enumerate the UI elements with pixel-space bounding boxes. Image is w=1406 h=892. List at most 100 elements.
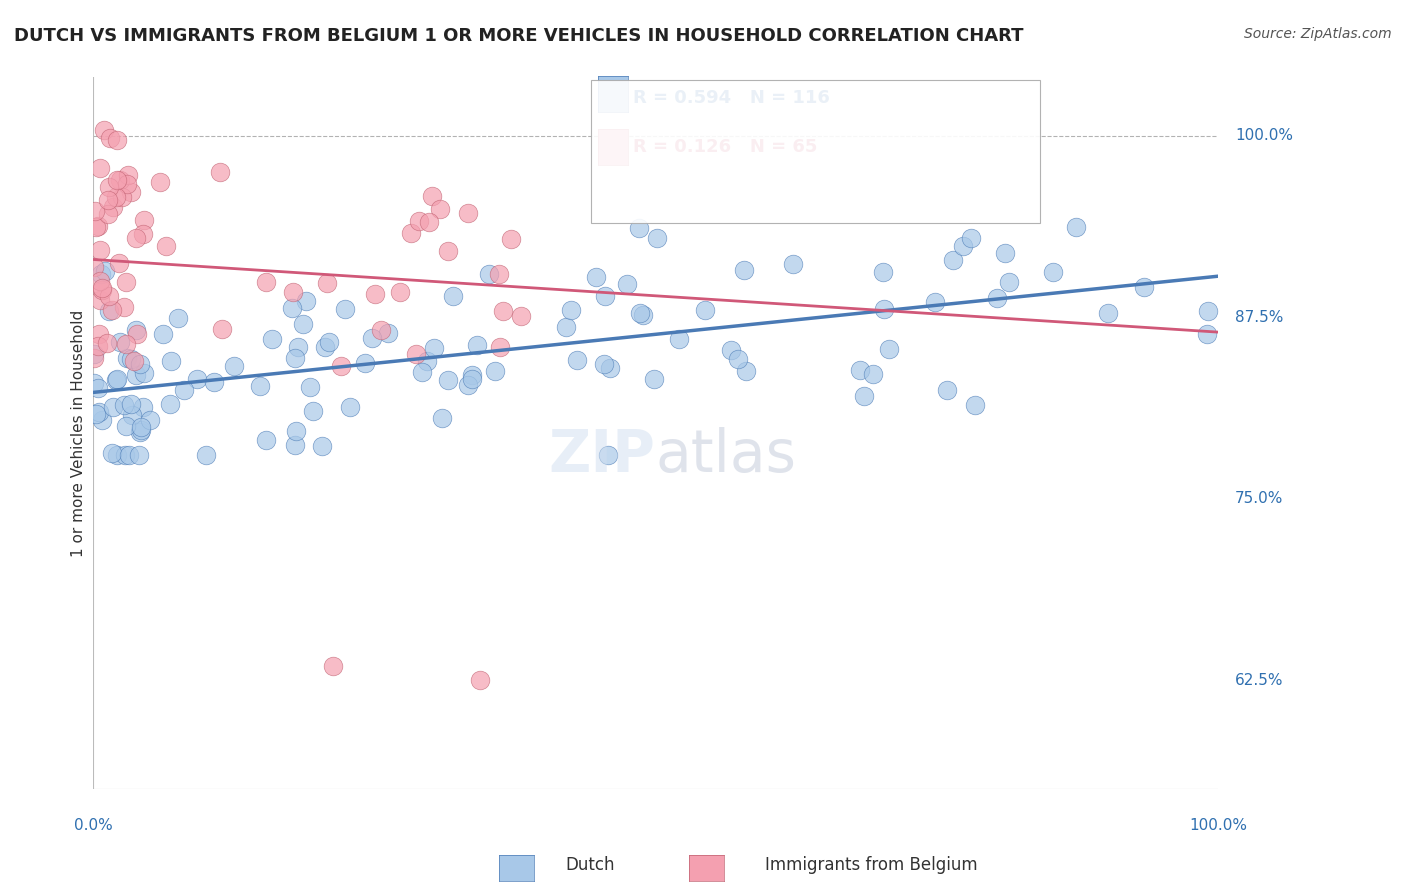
Immigrants from Belgium <box>208 165 231 179</box>
Text: R = 0.594   N = 116: R = 0.594 N = 116 <box>633 89 830 107</box>
Dutch <box>339 400 361 414</box>
Dutch <box>281 301 304 315</box>
Immigrants from Belgium <box>108 173 131 187</box>
Dutch <box>986 291 1008 305</box>
Dutch <box>734 263 756 277</box>
Immigrants from Belgium <box>155 238 177 252</box>
Text: 87.5%: 87.5% <box>1234 310 1284 325</box>
Dutch <box>302 403 325 417</box>
Dutch <box>941 253 963 268</box>
Dutch <box>484 363 506 377</box>
Immigrants from Belgium <box>418 214 440 228</box>
Dutch <box>128 358 150 372</box>
Dutch <box>194 448 217 462</box>
Dutch <box>285 424 308 438</box>
Dutch <box>1064 220 1087 235</box>
Immigrants from Belgium <box>501 232 523 246</box>
Dutch <box>101 400 124 414</box>
Text: Immigrants from Belgium: Immigrants from Belgium <box>765 856 979 874</box>
Dutch <box>720 343 742 358</box>
Immigrants from Belgium <box>86 339 108 353</box>
Dutch <box>125 323 148 337</box>
Immigrants from Belgium <box>492 304 515 318</box>
Dutch <box>554 320 576 334</box>
Immigrants from Belgium <box>96 336 118 351</box>
Dutch <box>90 267 112 281</box>
Immigrants from Belgium <box>316 277 339 291</box>
Immigrants from Belgium <box>105 133 128 147</box>
Dutch <box>782 257 804 271</box>
Dutch <box>138 413 160 427</box>
Dutch <box>318 334 340 349</box>
Dutch <box>461 368 484 382</box>
Dutch <box>849 363 872 377</box>
Dutch <box>295 294 318 309</box>
Dutch <box>160 354 183 368</box>
Text: 100.0%: 100.0% <box>1234 128 1294 143</box>
Dutch <box>862 367 884 381</box>
Dutch <box>83 376 105 390</box>
Immigrants from Belgium <box>97 193 120 207</box>
Dutch <box>457 377 479 392</box>
Text: ZIP: ZIP <box>548 426 655 483</box>
Dutch <box>120 352 142 367</box>
Immigrants from Belgium <box>457 205 479 219</box>
Immigrants from Belgium <box>211 322 233 336</box>
Dutch <box>735 364 758 378</box>
Immigrants from Belgium <box>114 300 136 314</box>
Immigrants from Belgium <box>132 227 155 242</box>
Text: R = 0.126   N = 65: R = 0.126 N = 65 <box>633 138 817 156</box>
Dutch <box>114 419 136 434</box>
Dutch <box>994 245 1017 260</box>
Immigrants from Belgium <box>98 289 121 303</box>
Immigrants from Belgium <box>115 177 138 191</box>
Immigrants from Belgium <box>100 303 122 318</box>
Dutch <box>353 356 375 370</box>
Immigrants from Belgium <box>125 327 148 342</box>
Dutch <box>89 405 111 419</box>
Dutch <box>872 265 894 279</box>
Dutch <box>879 342 901 356</box>
Dutch <box>560 302 582 317</box>
Dutch <box>90 413 112 427</box>
Dutch <box>152 326 174 341</box>
Dutch <box>628 306 651 320</box>
Dutch <box>87 381 110 395</box>
Immigrants from Belgium <box>120 185 142 199</box>
Immigrants from Belgium <box>101 201 124 215</box>
Dutch <box>924 294 946 309</box>
Text: 0.0%: 0.0% <box>73 819 112 833</box>
Dutch <box>118 448 141 462</box>
Immigrants from Belgium <box>89 293 111 308</box>
Dutch <box>437 373 460 387</box>
Immigrants from Belgium <box>93 123 115 137</box>
Immigrants from Belgium <box>89 274 111 288</box>
Dutch <box>284 351 307 366</box>
Dutch <box>173 383 195 397</box>
Dutch <box>727 352 749 367</box>
Dutch <box>107 371 129 385</box>
Dutch <box>478 267 501 281</box>
Immigrants from Belgium <box>134 213 156 227</box>
Dutch <box>121 409 143 423</box>
Immigrants from Belgium <box>125 231 148 245</box>
Immigrants from Belgium <box>107 256 129 270</box>
Dutch <box>461 371 484 385</box>
Immigrants from Belgium <box>89 161 111 176</box>
Immigrants from Belgium <box>87 219 110 233</box>
Dutch <box>115 351 138 365</box>
Dutch <box>465 338 488 352</box>
Dutch <box>254 433 277 447</box>
Immigrants from Belgium <box>389 285 412 299</box>
Dutch <box>1042 265 1064 279</box>
Y-axis label: 1 or more Vehicles in Household: 1 or more Vehicles in Household <box>72 310 86 557</box>
Dutch <box>94 263 117 277</box>
Immigrants from Belgium <box>468 673 491 688</box>
Immigrants from Belgium <box>408 214 430 228</box>
Dutch <box>1195 327 1218 342</box>
Immigrants from Belgium <box>97 207 120 221</box>
Text: DUTCH VS IMMIGRANTS FROM BELGIUM 1 OR MORE VEHICLES IN HOUSEHOLD CORRELATION CHA: DUTCH VS IMMIGRANTS FROM BELGIUM 1 OR MO… <box>14 27 1024 45</box>
Dutch <box>997 275 1019 289</box>
Dutch <box>166 311 188 326</box>
Dutch <box>132 366 155 380</box>
